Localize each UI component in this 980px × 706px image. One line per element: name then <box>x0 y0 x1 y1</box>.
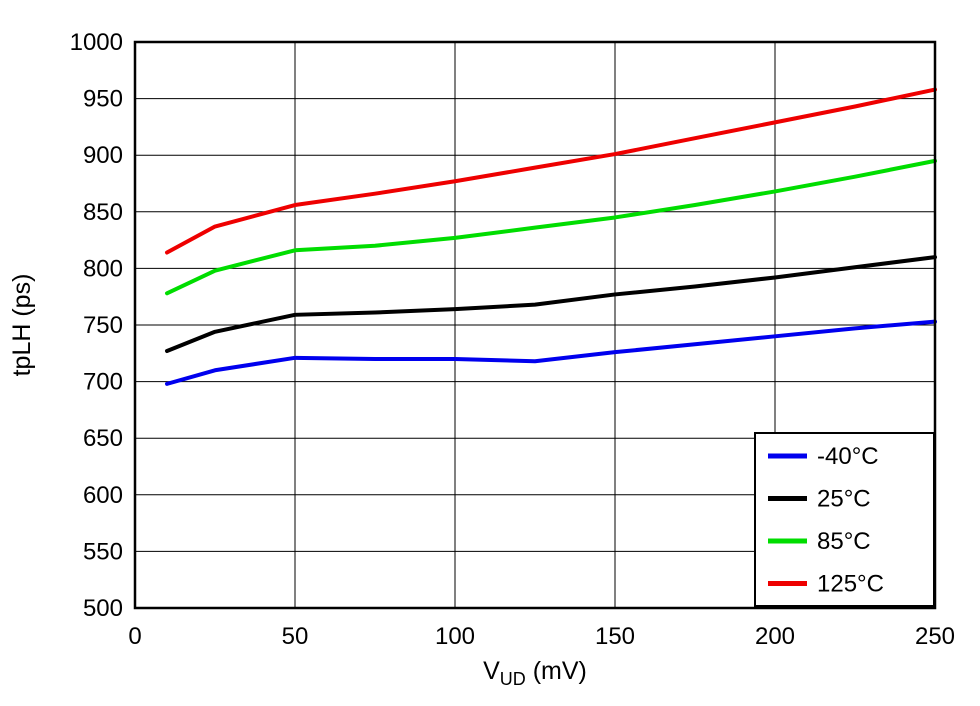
y-tick-label: 650 <box>83 425 123 452</box>
series-line-2 <box>165 158 937 296</box>
y-tick-label: 600 <box>83 482 123 509</box>
y-tick-label: 1000 <box>70 29 123 56</box>
y-tick-label: 750 <box>83 312 123 339</box>
x-axis-label: VUD (mV) <box>483 657 587 689</box>
x-tick-label: 200 <box>755 623 795 650</box>
y-tick-label: 550 <box>83 538 123 565</box>
series-line-1 <box>165 255 937 354</box>
x-tick-label: 0 <box>128 623 141 650</box>
y-axis-label: tpLH (ps) <box>8 274 36 377</box>
y-tick-label: 900 <box>83 142 123 169</box>
y-tick-label: 950 <box>83 86 123 113</box>
y-tick-label: 700 <box>83 369 123 396</box>
y-tick-label: 850 <box>83 199 123 226</box>
x-tick-label: 100 <box>435 623 475 650</box>
series-line-0 <box>165 319 937 386</box>
legend-label: 25°C <box>817 486 871 513</box>
legend-item: 25°C <box>768 486 871 513</box>
y-tick-label: 800 <box>83 255 123 282</box>
plot-border <box>133 40 937 610</box>
legend-item: 85°C <box>768 528 871 555</box>
legend-item: -40°C <box>768 443 879 470</box>
y-tick-label: 500 <box>83 595 123 622</box>
series-line-3 <box>165 87 937 255</box>
legend: -40°C 25°C 85°C 125°C <box>754 432 935 607</box>
x-tick-label: 150 <box>595 623 635 650</box>
x-tick-label: 250 <box>915 623 955 650</box>
legend-label: -40°C <box>817 443 879 470</box>
legend-item: 125°C <box>768 571 884 598</box>
legend-label: 125°C <box>817 571 884 598</box>
legend-label: 85°C <box>817 528 871 555</box>
legend-box <box>754 432 935 607</box>
x-tick-label: 50 <box>282 623 309 650</box>
